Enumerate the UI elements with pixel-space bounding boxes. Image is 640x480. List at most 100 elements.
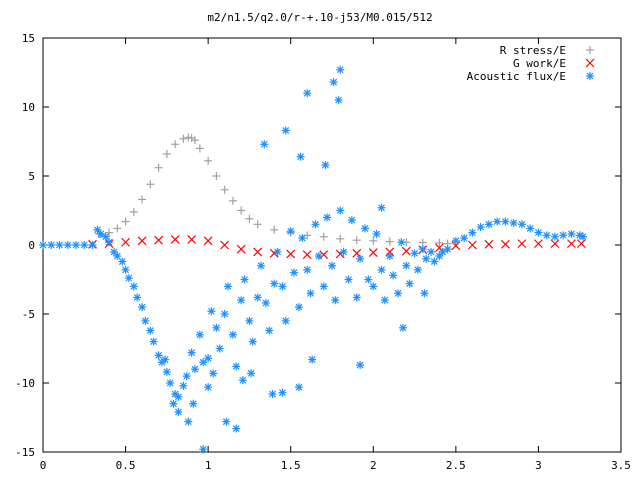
data-point — [245, 214, 254, 223]
data-point — [298, 234, 307, 243]
data-point — [356, 361, 365, 370]
data-point — [204, 383, 213, 392]
data-point — [154, 351, 163, 360]
data-point — [435, 238, 444, 247]
data-point — [248, 337, 257, 346]
data-point — [245, 316, 254, 325]
data-point — [328, 261, 336, 270]
x-tick-label: 2.5 — [446, 459, 466, 472]
data-point — [121, 217, 130, 226]
data-point — [55, 241, 64, 249]
data-point — [542, 231, 551, 240]
data-point — [579, 232, 588, 241]
data-point — [228, 330, 237, 339]
data-point — [278, 282, 287, 291]
data-point — [369, 236, 378, 245]
data-point — [493, 217, 502, 226]
data-point — [146, 326, 155, 335]
data-point — [270, 225, 279, 234]
data-point — [468, 228, 477, 237]
y-tick-label: -15 — [15, 446, 35, 459]
data-point — [182, 372, 191, 381]
data-point — [232, 362, 241, 371]
data-point — [369, 282, 378, 291]
data-point — [517, 239, 527, 249]
data-point — [129, 282, 138, 291]
data-point — [303, 265, 312, 274]
data-point — [220, 240, 230, 250]
data-point — [467, 240, 477, 250]
data-point — [314, 252, 323, 261]
data-point — [138, 195, 147, 204]
data-point — [222, 417, 231, 426]
data-point — [334, 96, 343, 105]
legend-marker — [586, 72, 594, 80]
data-point — [166, 379, 175, 387]
data-point — [187, 235, 197, 244]
data-point — [303, 89, 312, 98]
y-tick-label: -10 — [15, 377, 35, 390]
data-point — [88, 241, 97, 249]
data-point — [476, 223, 485, 232]
data-point — [576, 239, 586, 249]
data-point — [509, 218, 518, 227]
data-point — [290, 268, 299, 277]
data-point — [364, 275, 373, 284]
series-0 — [95, 133, 452, 248]
data-point — [253, 293, 262, 302]
data-point — [380, 296, 389, 305]
data-point — [237, 296, 246, 305]
data-point — [187, 348, 196, 357]
data-point — [323, 213, 332, 222]
data-point — [63, 241, 72, 249]
data-point — [394, 289, 403, 298]
legend-marker — [586, 46, 594, 54]
data-point — [113, 252, 122, 261]
data-point — [129, 207, 138, 216]
data-point — [256, 261, 265, 270]
data-point — [170, 235, 180, 244]
data-point — [189, 399, 198, 408]
data-point — [352, 293, 361, 302]
data-point — [281, 316, 290, 325]
data-point — [319, 232, 328, 241]
series-2 — [39, 65, 588, 454]
data-point — [385, 252, 394, 261]
data-point — [273, 247, 282, 256]
data-point — [352, 248, 362, 258]
data-point — [220, 185, 229, 194]
data-point — [534, 239, 543, 249]
data-point — [190, 136, 199, 145]
data-point — [105, 238, 114, 247]
data-point — [372, 229, 381, 238]
data-point — [113, 224, 122, 233]
data-point — [286, 249, 296, 259]
data-point — [162, 367, 171, 376]
data-point — [281, 126, 290, 135]
x-tick-label: 1 — [205, 459, 212, 472]
data-point — [47, 241, 56, 249]
data-point — [385, 247, 395, 257]
data-point — [268, 390, 277, 399]
data-point — [278, 388, 287, 397]
data-point — [401, 246, 411, 256]
data-point — [253, 220, 262, 229]
x-tick-label: 1.5 — [281, 459, 301, 472]
data-point — [302, 250, 312, 260]
data-point — [212, 172, 221, 180]
data-point — [331, 296, 340, 305]
y-tick-label: 0 — [28, 239, 35, 252]
data-point — [199, 445, 208, 454]
plot-area-border — [42, 37, 622, 453]
data-point — [121, 265, 130, 274]
data-point — [344, 275, 353, 284]
data-point — [294, 383, 303, 392]
legend-label: R stress/E — [500, 44, 566, 57]
data-point — [174, 407, 183, 416]
data-point — [319, 250, 329, 260]
data-point — [179, 381, 188, 390]
data-point — [237, 206, 246, 215]
data-point — [174, 392, 183, 401]
data-point — [484, 220, 493, 229]
